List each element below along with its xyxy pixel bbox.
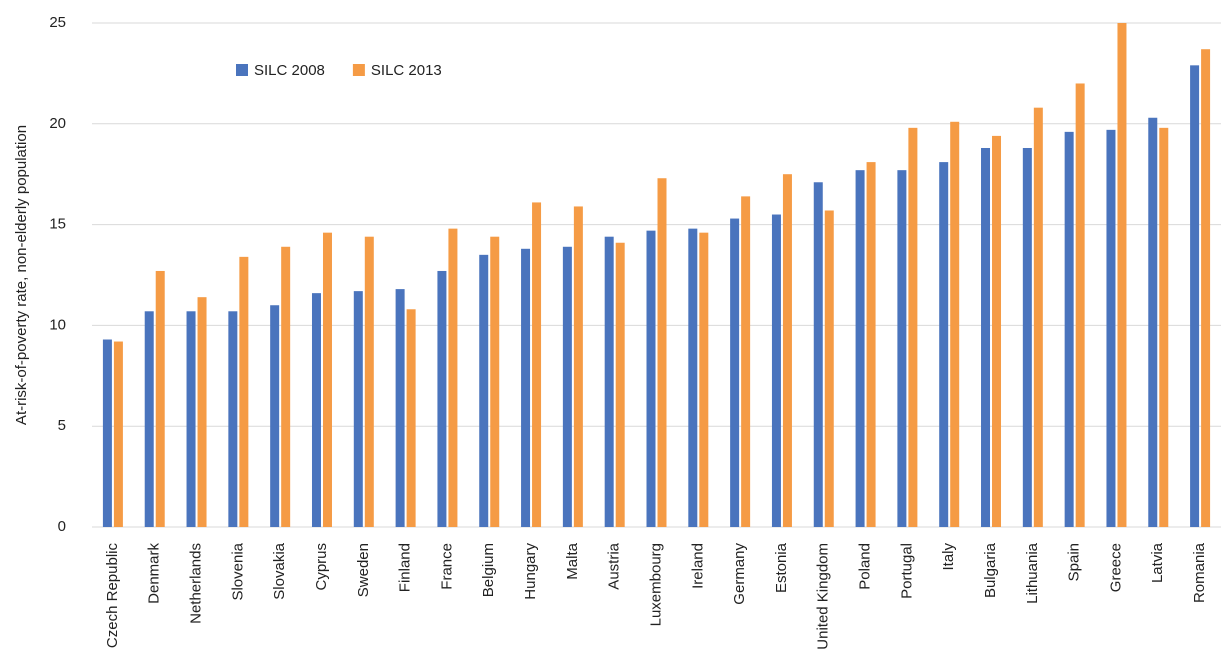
x-tick-label: Ireland xyxy=(689,543,706,589)
y-tick-label: 5 xyxy=(58,417,66,434)
bar xyxy=(353,291,363,527)
bar xyxy=(771,214,781,527)
bar xyxy=(1106,129,1116,527)
bar xyxy=(741,196,751,527)
y-tick-label: 15 xyxy=(49,216,66,233)
x-tick-label: Germany xyxy=(731,543,748,605)
bar xyxy=(197,297,207,527)
bar xyxy=(866,162,876,527)
legend-label: SILC 2008 xyxy=(254,62,325,79)
bar xyxy=(1022,147,1032,527)
bar xyxy=(615,242,625,527)
bar xyxy=(155,270,165,527)
bar xyxy=(270,305,280,527)
bar xyxy=(939,162,949,527)
x-tick-label: Latvia xyxy=(1149,542,1166,583)
x-tick-label: Estonia xyxy=(773,542,790,593)
bar xyxy=(646,230,656,527)
x-tick-label: Bulgaria xyxy=(982,542,999,598)
bar xyxy=(364,236,374,528)
bar xyxy=(604,236,614,528)
x-tick-label: United Kingdom xyxy=(815,543,832,650)
y-axis-label: At-risk-of-poverty rate, non-elderly pop… xyxy=(13,125,30,425)
bar xyxy=(730,218,740,527)
bar xyxy=(311,293,321,527)
bar xyxy=(1075,83,1085,527)
x-tick-label: Belgium xyxy=(480,543,497,597)
legend-swatch xyxy=(236,64,248,76)
bar xyxy=(479,254,489,527)
x-tick-label: Luxembourg xyxy=(647,543,664,626)
bar xyxy=(1033,107,1043,527)
x-tick-label: Hungary xyxy=(522,543,539,600)
x-tick-label: Poland xyxy=(857,543,874,590)
bar xyxy=(1117,23,1127,527)
bar xyxy=(186,311,196,527)
x-tick-label: Finland xyxy=(397,543,414,592)
bar xyxy=(102,339,112,527)
bar xyxy=(1148,117,1158,527)
bar xyxy=(437,270,447,527)
x-tick-label: Spain xyxy=(1066,543,1083,581)
x-tick-label: Lithuania xyxy=(1024,542,1041,604)
x-tick-label: Czech Republic xyxy=(104,543,121,649)
y-tick-label: 0 xyxy=(58,518,66,535)
bar xyxy=(448,228,458,527)
y-tick-label: 25 xyxy=(49,14,66,31)
y-tick-label: 10 xyxy=(49,316,66,333)
bar xyxy=(1064,131,1074,527)
bar xyxy=(322,232,332,527)
bar xyxy=(228,311,238,527)
y-tick-label: 20 xyxy=(49,115,66,132)
bar xyxy=(573,206,583,527)
bar xyxy=(855,170,865,527)
bar xyxy=(908,127,918,527)
bar xyxy=(521,248,531,528)
x-tick-label: France xyxy=(438,543,455,590)
x-tick-label: Denmark xyxy=(146,543,163,604)
x-tick-label: Greece xyxy=(1107,543,1124,592)
bar xyxy=(813,182,823,528)
bar xyxy=(992,135,1002,527)
bar xyxy=(406,309,416,527)
bar xyxy=(281,246,291,527)
x-tick-label: Cyprus xyxy=(313,543,330,591)
x-tick-label: Slovenia xyxy=(229,542,246,600)
bar xyxy=(239,256,249,527)
x-tick-label: Sweden xyxy=(355,543,372,597)
bar xyxy=(782,174,792,527)
bar xyxy=(144,311,154,527)
bar xyxy=(981,147,991,527)
bar xyxy=(950,121,960,527)
x-tick-label: Malta xyxy=(564,542,581,579)
bar xyxy=(532,202,542,527)
bar xyxy=(824,210,834,527)
x-tick-label: Romania xyxy=(1191,542,1208,603)
bar xyxy=(688,228,698,527)
legend-swatch xyxy=(352,64,365,76)
bar xyxy=(490,236,500,528)
x-tick-label: Slovakia xyxy=(271,542,288,599)
bar xyxy=(1201,49,1211,527)
bar xyxy=(1190,65,1200,527)
bar xyxy=(699,232,709,527)
bar xyxy=(657,178,667,527)
legend-label: SILC 2013 xyxy=(371,62,442,79)
bar xyxy=(562,246,572,527)
bar xyxy=(113,341,123,527)
bar xyxy=(1159,127,1169,527)
x-tick-label: Austria xyxy=(606,542,623,589)
x-tick-label: Italy xyxy=(940,543,957,571)
bar xyxy=(395,289,405,527)
x-tick-label: Portugal xyxy=(898,543,915,599)
bar xyxy=(897,170,907,527)
x-tick-label: Netherlands xyxy=(188,543,205,624)
